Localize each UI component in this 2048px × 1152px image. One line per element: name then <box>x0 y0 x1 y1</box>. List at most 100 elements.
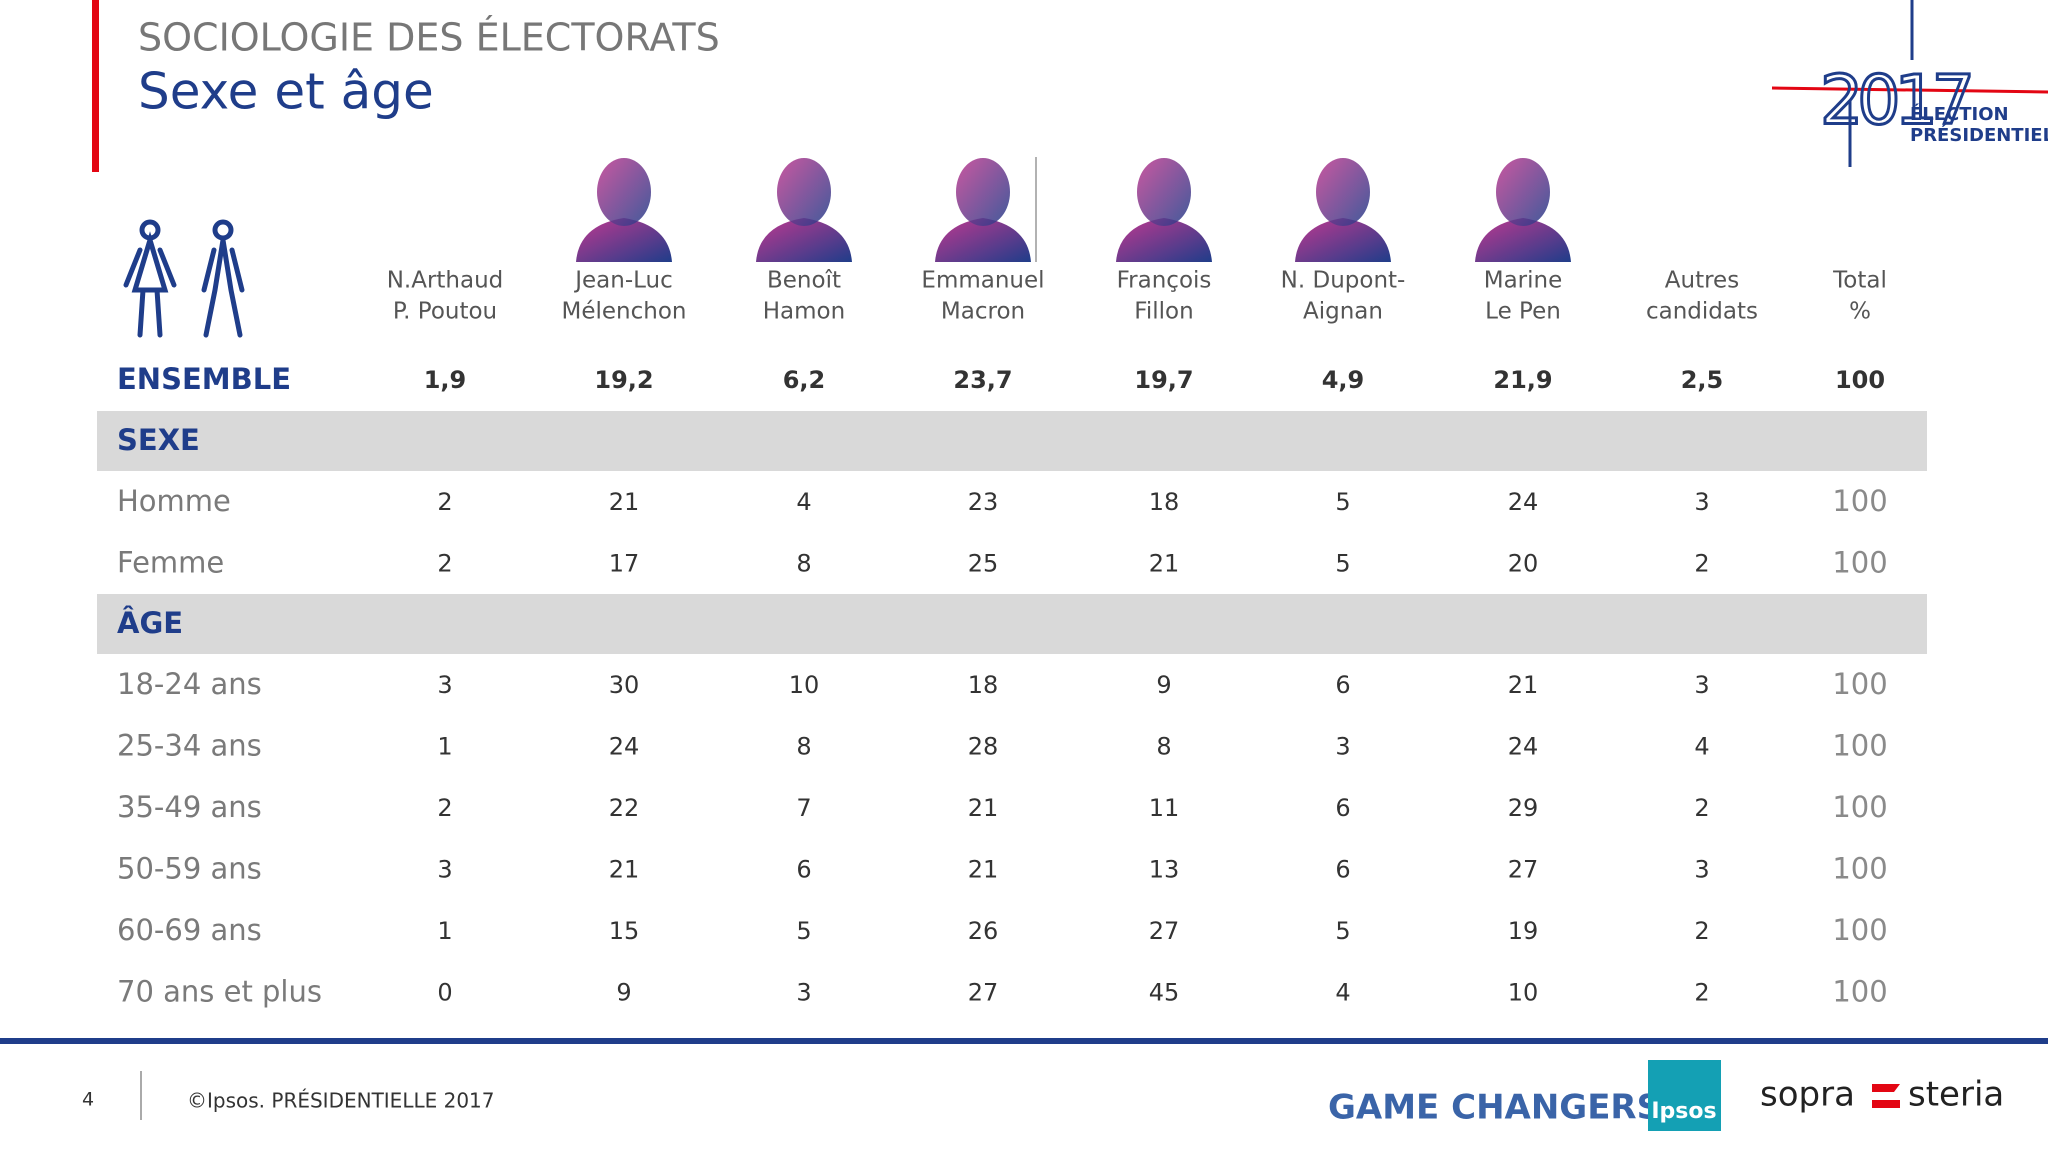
cell: 4,9 <box>1322 366 1365 394</box>
cell: 2 <box>1694 794 1709 822</box>
candidate-photo <box>1496 158 1550 226</box>
cell: 21 <box>968 794 999 822</box>
logo-text: PRÉSIDENTIELLE <box>1910 124 2048 146</box>
cell: 19 <box>1508 917 1539 945</box>
column-header: Total <box>1832 268 1887 294</box>
cell: 23,7 <box>953 366 1012 394</box>
cell: 20 <box>1508 550 1539 578</box>
brand: Ipsos <box>1651 1099 1716 1124</box>
cell: 21 <box>609 488 640 516</box>
cell: 5 <box>1335 550 1350 578</box>
column-header: Mélenchon <box>562 299 687 325</box>
cell: 3 <box>1335 733 1350 761</box>
column-header: Fillon <box>1134 299 1193 325</box>
cell: 6 <box>1335 856 1350 884</box>
cell: 27 <box>1149 917 1180 945</box>
cell: 4 <box>1694 733 1709 761</box>
partner-mark <box>1872 1084 1900 1108</box>
candidate-photo <box>1137 158 1191 226</box>
cell: 28 <box>968 733 999 761</box>
cell: 24 <box>1508 488 1539 516</box>
row-label: 50-59 ans <box>117 852 262 886</box>
candidate-photo <box>1475 218 1571 262</box>
logo-year: 2017 <box>1820 62 1970 141</box>
logo-line <box>1771 86 2048 94</box>
logo-text: ÉLECTION <box>1910 103 2009 125</box>
column-header: Marine <box>1484 268 1563 294</box>
cell: 3 <box>796 979 811 1007</box>
cell: 9 <box>1156 671 1171 699</box>
cell: 100 <box>1832 975 1887 1009</box>
candidate-photo <box>576 218 672 262</box>
gender-icon <box>123 219 245 338</box>
cell: 19,2 <box>594 366 653 394</box>
cell: 21 <box>1149 550 1180 578</box>
cell: 18 <box>968 671 999 699</box>
cell: 2 <box>1694 550 1709 578</box>
row-label: Femme <box>117 546 224 580</box>
cell: 27 <box>1508 856 1539 884</box>
cell: 10 <box>789 671 820 699</box>
cell: 4 <box>1335 979 1350 1007</box>
cell: 13 <box>1149 856 1180 884</box>
accent-bar <box>92 0 99 172</box>
cell: 24 <box>609 733 640 761</box>
cell: 30 <box>609 671 640 699</box>
column-header: Macron <box>941 299 1025 325</box>
cell: 7 <box>796 794 811 822</box>
row-label: 35-49 ans <box>117 790 262 824</box>
row-label: 70 ans et plus <box>117 975 322 1009</box>
section-title: SEXE <box>117 423 200 457</box>
cell: 11 <box>1149 794 1180 822</box>
cell: 9 <box>616 979 631 1007</box>
cell: 5 <box>1335 488 1350 516</box>
cell: 21 <box>609 856 640 884</box>
row-label: 60-69 ans <box>117 913 262 947</box>
cell: 2,5 <box>1681 366 1724 394</box>
cell: 10 <box>1508 979 1539 1007</box>
column-header: P. Poutou <box>393 299 497 325</box>
cell: 1,9 <box>424 366 467 394</box>
cell: 100 <box>1832 667 1887 701</box>
column-header: Hamon <box>763 299 845 325</box>
column-header: % <box>1849 299 1871 325</box>
column-header: N. Dupont- <box>1281 268 1406 294</box>
partner: sopra <box>1760 1075 1855 1115</box>
candidate-photo <box>935 218 1031 262</box>
cell: 2 <box>437 794 452 822</box>
footer-rule <box>0 1038 2048 1044</box>
candidate-photo <box>597 158 651 226</box>
cell: 100 <box>1832 913 1887 947</box>
cell: 6 <box>1335 671 1350 699</box>
cell: 21,9 <box>1493 366 1552 394</box>
cell: 22 <box>609 794 640 822</box>
cell: 100 <box>1832 790 1887 824</box>
cell: 5 <box>796 917 811 945</box>
section-title: ÂGE <box>117 606 183 640</box>
candidate-photo <box>956 158 1010 226</box>
cell: 8 <box>796 733 811 761</box>
cell: 100 <box>1832 484 1887 518</box>
page-number: 4 <box>82 1089 94 1111</box>
cell: 2 <box>437 550 452 578</box>
cell: 29 <box>1508 794 1539 822</box>
cell: 8 <box>1156 733 1171 761</box>
cell: 45 <box>1149 979 1180 1007</box>
row-label: Homme <box>117 484 231 518</box>
column-header: N.Arthaud <box>387 268 504 294</box>
copyright: ©Ipsos. PRÉSIDENTIELLE 2017 <box>187 1089 495 1113</box>
cell: 2 <box>1694 979 1709 1007</box>
section-band <box>97 411 1927 471</box>
cell: 15 <box>609 917 640 945</box>
logo: 2017 ÉLECTION PRÉSIDENTIELLE <box>1771 0 2048 167</box>
candidate-photo <box>1316 158 1370 226</box>
cell: 1 <box>437 733 452 761</box>
candidate-photo <box>777 158 831 226</box>
cell: 18 <box>1149 488 1180 516</box>
column-header: Autres <box>1665 268 1739 294</box>
cell: 3 <box>1694 856 1709 884</box>
slogan: GAME CHANGERS <box>1328 1088 1661 1128</box>
cell: 8 <box>796 550 811 578</box>
cell: 3 <box>1694 671 1709 699</box>
column-header: Jean-Luc <box>573 268 673 294</box>
